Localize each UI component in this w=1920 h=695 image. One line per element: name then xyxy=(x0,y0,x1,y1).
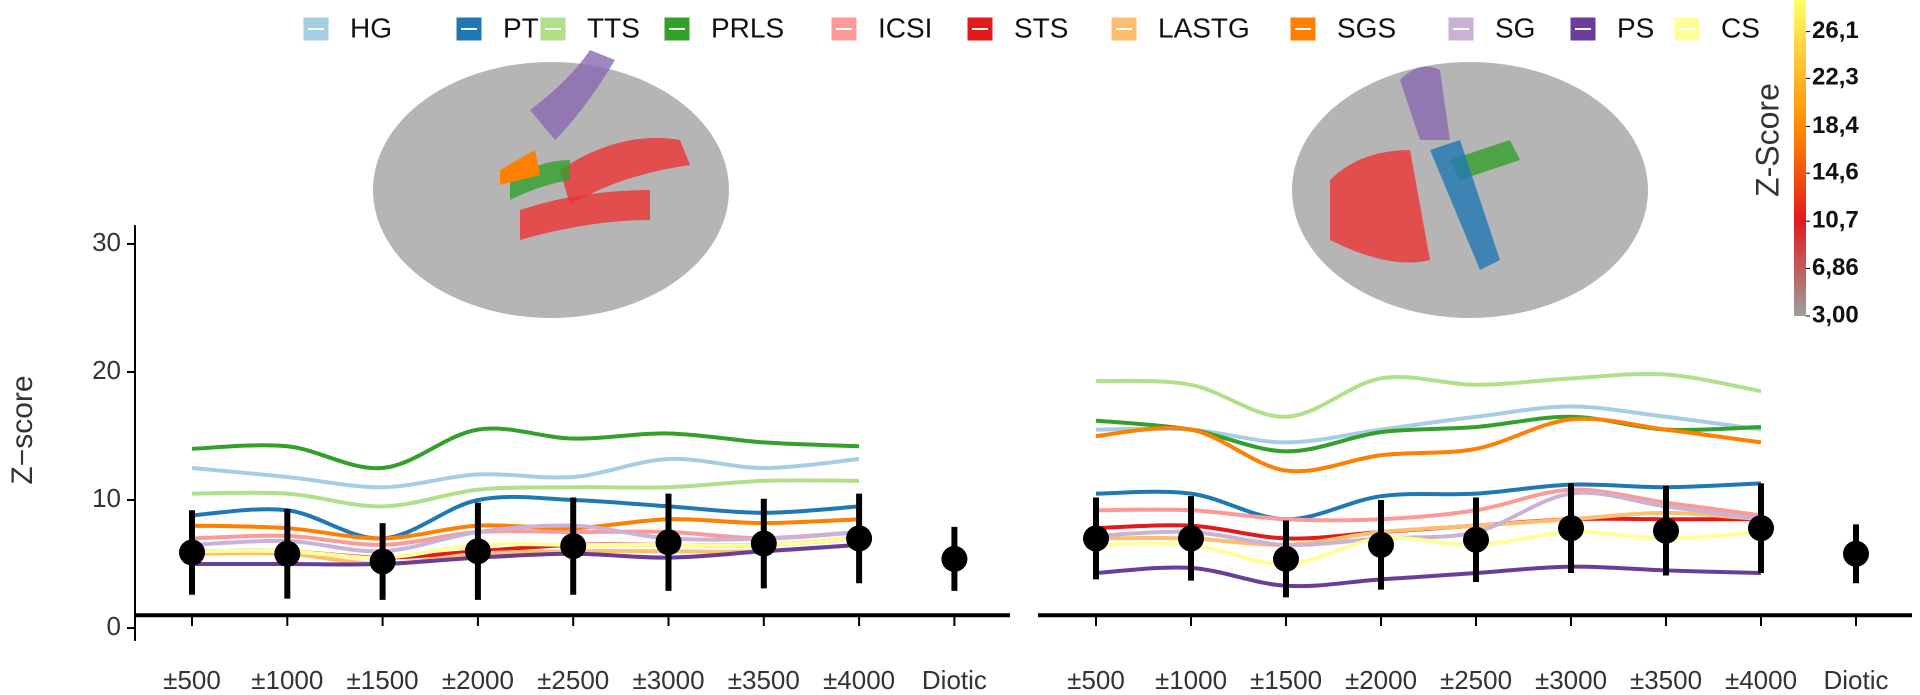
mean-point xyxy=(274,540,301,567)
mean-point xyxy=(179,539,205,566)
legend-label: LASTG xyxy=(1158,12,1250,43)
colorbar-tick-label: 18,4 xyxy=(1812,112,1859,139)
x-tick-label: ±3000 xyxy=(632,665,704,695)
x-tick-label: ±3500 xyxy=(1630,665,1702,695)
legend-label: ICSI xyxy=(878,12,932,43)
colorbar-title: Z-Score xyxy=(1749,83,1785,197)
series-line xyxy=(1095,487,1762,523)
x-tick-label: ±2500 xyxy=(1440,665,1512,695)
y-tick-label: 30 xyxy=(92,227,121,257)
x-tick-label: ±500 xyxy=(163,665,221,695)
x-tick-label: Diotic xyxy=(1823,665,1888,695)
series-line xyxy=(191,456,860,490)
legend-item: TTS xyxy=(540,12,640,43)
legend-label: HG xyxy=(350,12,392,43)
mean-point xyxy=(1463,526,1489,553)
mean-point xyxy=(369,548,396,575)
mean-point xyxy=(1368,531,1394,558)
x-tick-label: ±1000 xyxy=(1155,665,1227,695)
mean-point xyxy=(846,525,873,552)
legend-label: PT xyxy=(503,12,539,43)
series-line xyxy=(1095,371,1762,419)
y-tick-label: 0 xyxy=(107,611,121,641)
mean-point xyxy=(1558,515,1584,542)
legend-item: SG xyxy=(1448,12,1535,43)
legend-item: LASTG xyxy=(1111,12,1250,43)
legend-item: CS xyxy=(1674,12,1760,43)
x-tick-label: ±4000 xyxy=(823,665,895,695)
x-tick-label: ±2500 xyxy=(537,665,609,695)
x-tick-label: ±3500 xyxy=(728,665,800,695)
mean-point xyxy=(941,545,968,572)
mean-point xyxy=(750,530,777,557)
legend-item: HG xyxy=(303,12,392,43)
legend-item: PS xyxy=(1570,12,1654,43)
mean-point xyxy=(1748,515,1774,542)
series-line xyxy=(1095,481,1762,522)
mean-point xyxy=(1083,525,1109,552)
x-tick-label: ±3000 xyxy=(1535,665,1607,695)
legend-label: TTS xyxy=(587,12,640,43)
x-tick-label: ±2000 xyxy=(1345,665,1417,695)
mean-point xyxy=(560,533,587,560)
colorbar-tick-label: 22,3 xyxy=(1812,64,1859,91)
colorbar-tick-label: 10,7 xyxy=(1812,207,1859,234)
colorbar-tick-label: 3,00 xyxy=(1812,301,1859,328)
brain-left xyxy=(373,50,729,318)
series-line xyxy=(191,494,860,541)
legend-label: PRLS xyxy=(711,12,784,43)
legend-item: PT xyxy=(456,12,539,43)
mean-point xyxy=(1273,545,1299,572)
series-line xyxy=(191,426,860,471)
legend-label: SGS xyxy=(1337,12,1396,43)
mean-point xyxy=(464,538,491,565)
series-line xyxy=(191,478,860,509)
x-tick-label: Diotic xyxy=(922,665,987,695)
legend-item: STS xyxy=(967,12,1068,43)
legend-item: ICSI xyxy=(831,12,932,43)
mean-point xyxy=(1653,517,1679,544)
legend-label: CS xyxy=(1721,12,1760,43)
colorbar-tick-label: 6,86 xyxy=(1812,254,1859,281)
legend-item: PRLS xyxy=(664,12,784,43)
colorbar-tick-label: 26,1 xyxy=(1812,17,1859,44)
x-tick-label: ±1000 xyxy=(251,665,323,695)
brain-right xyxy=(1292,62,1648,318)
legend-label: STS xyxy=(1014,12,1068,43)
legend-label: SG xyxy=(1495,12,1535,43)
x-tick-label: ±2000 xyxy=(442,665,514,695)
series-line xyxy=(1095,404,1762,445)
legend-label: PS xyxy=(1617,12,1654,43)
mean-point xyxy=(1843,540,1869,567)
legend-item: SGS xyxy=(1290,12,1396,43)
series-line xyxy=(1095,564,1762,589)
series-line xyxy=(1095,416,1762,474)
mean-point xyxy=(655,529,682,556)
mean-point xyxy=(1178,525,1204,552)
y-tick-label: 10 xyxy=(92,483,121,513)
x-tick-label: ±1500 xyxy=(347,665,419,695)
y-axis-label: Z−score xyxy=(6,375,39,484)
x-tick-label: ±4000 xyxy=(1725,665,1797,695)
x-tick-label: ±1500 xyxy=(1250,665,1322,695)
colorbar-tick-label: 14,6 xyxy=(1812,159,1859,186)
x-tick-label: ±500 xyxy=(1067,665,1125,695)
y-tick-label: 20 xyxy=(92,355,121,385)
colorbar xyxy=(1794,0,1806,316)
series-line xyxy=(1095,529,1762,567)
